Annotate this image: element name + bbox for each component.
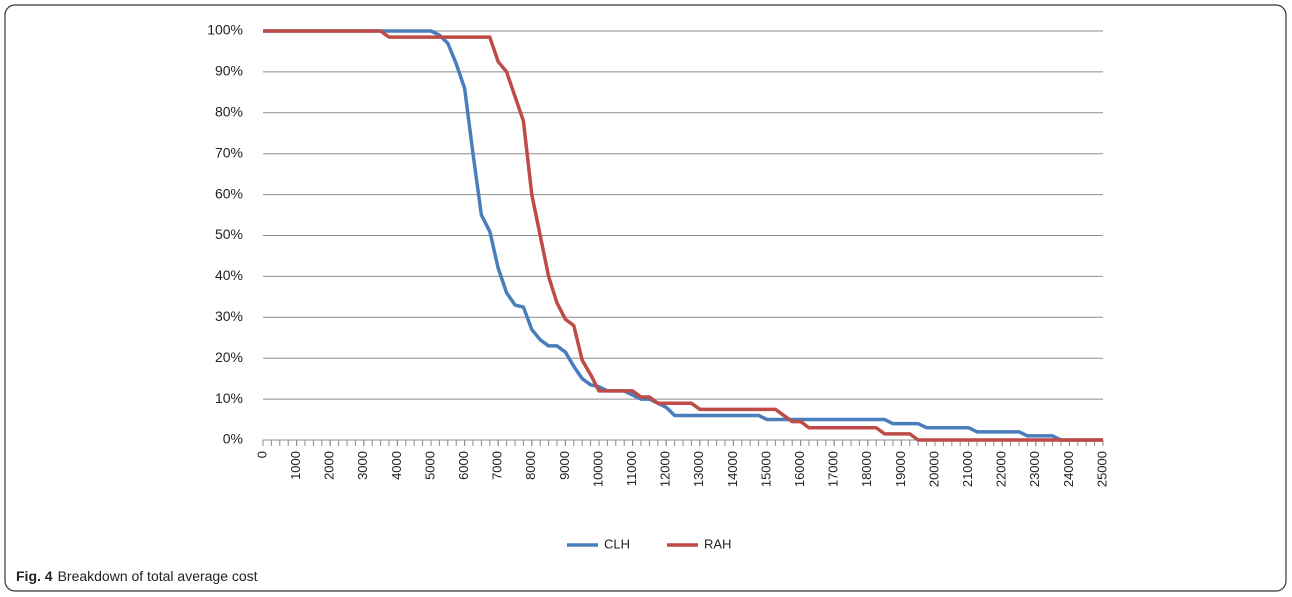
y-tick-label: 100% (207, 22, 243, 38)
x-tick-label: 3000 (355, 451, 370, 480)
x-tick-label: 6000 (456, 451, 471, 480)
x-tick-label: 4000 (389, 451, 404, 480)
x-tick-label: 8000 (523, 451, 538, 480)
x-tick-label: 21000 (960, 451, 975, 487)
caption-label: Fig. 4 (16, 568, 53, 584)
x-tick-label: 22000 (994, 451, 1009, 487)
y-tick-label: 10% (215, 390, 243, 406)
x-tick-label: 12000 (658, 451, 673, 487)
caption: Fig. 4 Breakdown of total average cost (16, 568, 258, 584)
x-tick-label: 5000 (422, 451, 437, 480)
caption-text: Breakdown of total average cost (58, 568, 258, 584)
x-tick-label: 11000 (624, 451, 639, 486)
y-tick-label: 80% (215, 104, 243, 120)
y-tick-label: 40% (215, 267, 243, 283)
x-tick-label: 15000 (758, 451, 773, 487)
x-tick-label: 7000 (490, 451, 505, 480)
x-tick-label: 16000 (792, 451, 807, 487)
x-tick-label: 1000 (288, 451, 303, 480)
x-tick-label: 9000 (557, 451, 572, 480)
y-tick-label: 0% (223, 431, 243, 447)
series-line (263, 29, 1103, 442)
y-tick-label: 50% (215, 226, 243, 242)
y-tick-label: 60% (215, 185, 243, 201)
y-tick-label: 70% (215, 144, 243, 160)
x-tick-label: 17000 (826, 451, 841, 487)
series-line (263, 29, 1103, 442)
x-tick-label: 25000 (1094, 451, 1109, 487)
legend-label: RAH (704, 536, 731, 551)
x-tick-label: 20000 (926, 451, 941, 487)
x-tick-label: 13000 (691, 451, 706, 487)
x-tick-label: 2000 (322, 451, 337, 480)
y-tick-label: 20% (215, 349, 243, 365)
y-tick-label: 30% (215, 308, 243, 324)
y-tick-label: 90% (215, 63, 243, 79)
legend-label: CLH (604, 536, 630, 551)
frame (4, 4, 1287, 592)
x-tick-label: 0 (254, 451, 269, 458)
x-tick-label: 19000 (893, 451, 908, 487)
x-tick-label: 24000 (1061, 451, 1076, 487)
x-tick-label: 23000 (1027, 451, 1042, 487)
x-tick-label: 10000 (590, 451, 605, 487)
x-tick-label: 18000 (859, 451, 874, 487)
x-tick-label: 14000 (725, 451, 740, 487)
